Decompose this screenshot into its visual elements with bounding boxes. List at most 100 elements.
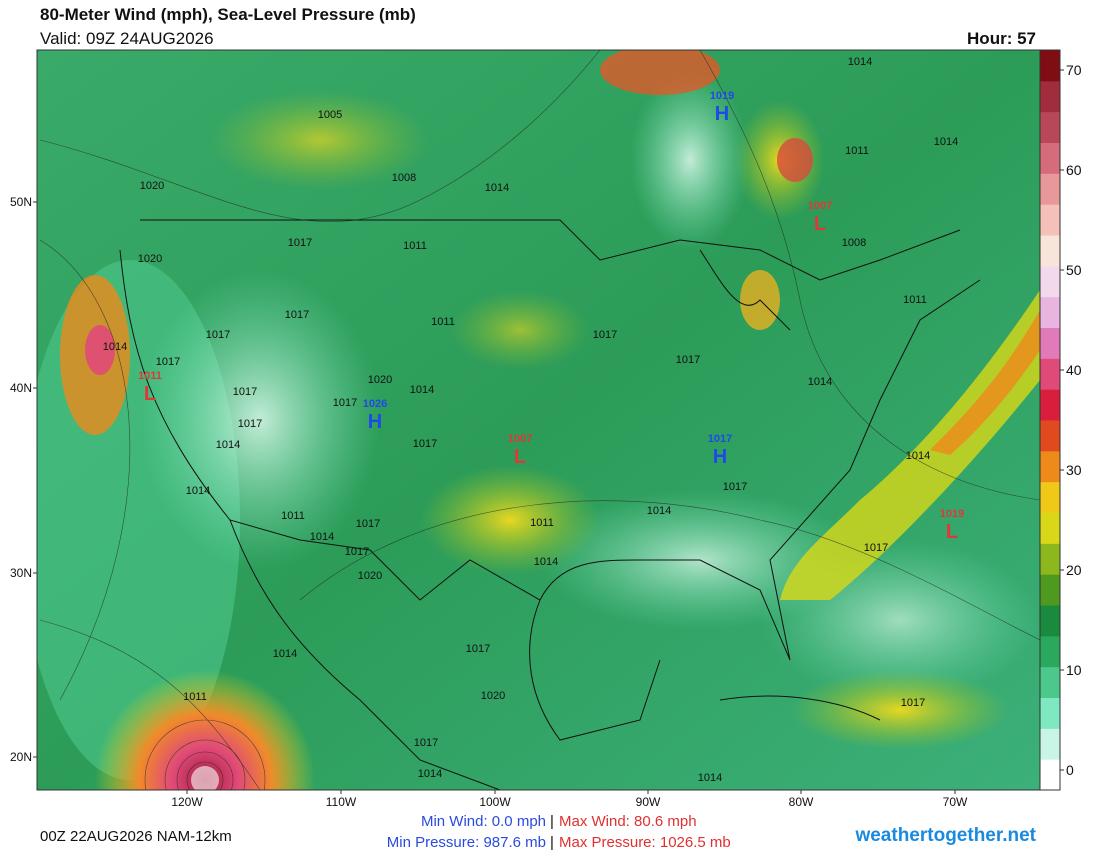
colorbar-label: 20 xyxy=(1066,562,1082,578)
forecast-hour: Hour: 57 xyxy=(967,29,1036,48)
colorbar-label: 40 xyxy=(1066,362,1082,378)
lon-label: 80W xyxy=(789,795,814,809)
isobar-label: 1020 xyxy=(481,690,505,702)
isobar-label: 1008 xyxy=(392,172,416,184)
min-wind: Min Wind: 0.0 mph xyxy=(421,813,546,830)
isobar-label: 1020 xyxy=(138,253,162,265)
isobar-label: 1014 xyxy=(534,556,558,568)
max-wind: Max Wind: 80.6 mph xyxy=(559,813,697,830)
colorbar-segment xyxy=(1040,80,1060,113)
isobar-label: 1014 xyxy=(418,768,442,780)
isobar-label: 1017 xyxy=(345,546,369,558)
center-value: 1007 xyxy=(508,433,532,445)
max-pressure: Max Pressure: 1026.5 mb xyxy=(559,834,731,850)
center-letter: L xyxy=(144,383,156,405)
separator: | xyxy=(550,813,554,830)
center-value: 1026 xyxy=(363,398,387,410)
lat-label: 40N xyxy=(10,381,32,395)
colorbar-label: 30 xyxy=(1066,462,1082,478)
colorbar-segment xyxy=(1040,358,1060,390)
isobar-label: 1011 xyxy=(281,510,305,522)
colorbar-segment xyxy=(1040,389,1060,421)
colorbar-label: 70 xyxy=(1066,62,1082,78)
colorbar-segment xyxy=(1040,759,1060,791)
isobar-label: 1020 xyxy=(358,570,382,582)
lon-label: 90W xyxy=(636,795,661,809)
colorbar-segment xyxy=(1040,111,1060,143)
colorbar-label: 60 xyxy=(1066,162,1082,178)
lon-label: 70W xyxy=(943,795,968,809)
center-letter: H xyxy=(713,446,727,468)
colorbar-segment xyxy=(1040,450,1060,483)
colorbar-segment xyxy=(1040,605,1060,637)
isobar-label: 1008 xyxy=(842,237,866,249)
isobar-label: 1014 xyxy=(848,56,872,68)
colorbar-segment xyxy=(1040,574,1060,606)
isobar-label: 1017 xyxy=(238,418,262,430)
center-value: 1007 xyxy=(808,200,832,212)
isobar-label: 1005 xyxy=(318,109,342,121)
lat-label: 50N xyxy=(10,195,32,209)
title: 80-Meter Wind (mph), Sea-Level Pressure … xyxy=(40,5,416,24)
isobar-label: 1017 xyxy=(288,237,312,249)
center-value: 1011 xyxy=(138,370,162,382)
colorbar-segment xyxy=(1040,728,1060,760)
isobar-label: 1017 xyxy=(414,737,438,749)
center-letter: L xyxy=(514,446,526,468)
lat-label: 30N xyxy=(10,566,32,580)
colorbar-segment xyxy=(1040,697,1060,729)
isobar-label: 1017 xyxy=(333,397,357,409)
isobar-label: 1014 xyxy=(310,531,334,543)
colorbar-segment xyxy=(1040,204,1060,236)
colorbar-frame xyxy=(1039,49,1061,791)
isobar-label: 1017 xyxy=(206,329,230,341)
isobar-label: 1017 xyxy=(356,518,380,530)
center-letter: L xyxy=(946,521,958,543)
isobar-label: 1014 xyxy=(485,182,509,194)
isobar-label: 1014 xyxy=(934,136,958,148)
isobar-label: 1011 xyxy=(530,517,554,529)
colorbar-segment xyxy=(1040,50,1060,82)
lat-label: 20N xyxy=(10,750,32,764)
isobar-label: 1020 xyxy=(140,180,164,192)
colorbar-segment xyxy=(1040,543,1060,575)
isobar-label: 1011 xyxy=(403,240,427,252)
isobar-label: 1017 xyxy=(676,354,700,366)
isobar-label: 1017 xyxy=(413,438,437,450)
colorbar-segment xyxy=(1040,142,1060,174)
isobar-label: 1014 xyxy=(103,341,127,353)
isobar-label: 1011 xyxy=(845,145,869,157)
isobar-label: 1017 xyxy=(864,542,888,554)
colorbar-label: 50 xyxy=(1066,262,1082,278)
colorbar-segment xyxy=(1040,420,1060,452)
colorbar-segment xyxy=(1040,635,1060,668)
isobar-label: 1014 xyxy=(273,648,297,660)
center-value: 1019 xyxy=(710,90,734,102)
separator: | xyxy=(550,834,554,850)
isobar-label: 1017 xyxy=(593,329,617,341)
isobar-label: 1014 xyxy=(698,772,722,784)
isobar-label: 1014 xyxy=(410,384,434,396)
colorbar-label: 0 xyxy=(1066,762,1074,778)
isobar-label: 1014 xyxy=(186,485,210,497)
lon-label: 100W xyxy=(479,795,511,809)
site-link[interactable]: weathertogether.net xyxy=(854,825,1036,846)
center-value: 1017 xyxy=(708,433,732,445)
isobar-label: 1014 xyxy=(906,450,930,462)
isobar-label: 1011 xyxy=(431,316,455,328)
isobar-label: 1017 xyxy=(723,481,747,493)
colorbar-segment xyxy=(1040,481,1060,513)
colorbar-segment xyxy=(1040,296,1060,328)
isobar-label: 1017 xyxy=(156,356,180,368)
isobar-label: 1014 xyxy=(216,439,240,451)
colorbar-segment xyxy=(1040,235,1060,267)
colorbar-segment xyxy=(1040,327,1060,359)
isobar-label: 1014 xyxy=(647,505,671,517)
colorbar-segment xyxy=(1040,512,1060,544)
valid-time: Valid: 09Z 24AUG2026 xyxy=(40,29,214,48)
colorbar-segment xyxy=(1040,173,1060,205)
center-letter: L xyxy=(814,213,826,235)
isobar-label: 1017 xyxy=(233,386,257,398)
isobar-label: 1017 xyxy=(285,309,309,321)
